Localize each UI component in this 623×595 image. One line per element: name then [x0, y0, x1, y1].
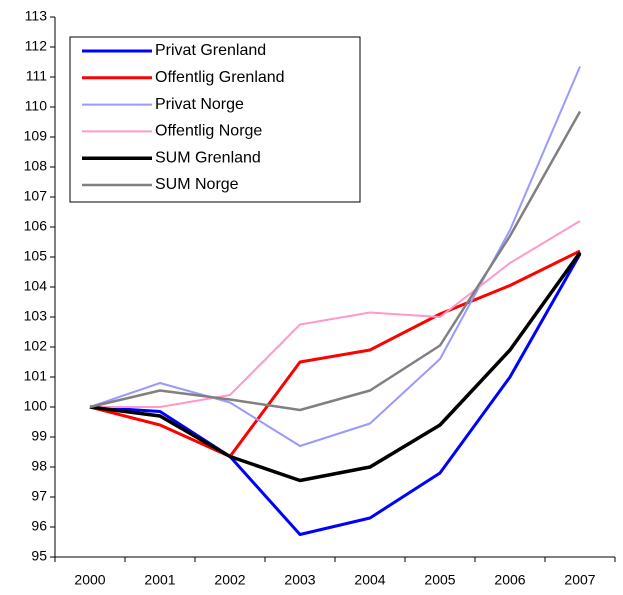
y-tick-label: 98 — [31, 458, 47, 474]
y-tick-label: 102 — [24, 338, 48, 354]
series-line — [89, 66, 581, 447]
y-tick-label: 101 — [24, 368, 48, 384]
y-tick-label: 106 — [24, 218, 48, 234]
series-line — [89, 249, 581, 458]
series-line — [89, 110, 582, 412]
legend-label: SUM Norge — [155, 176, 239, 193]
y-tick-label: 96 — [31, 518, 47, 534]
legend-label: SUM Grenland — [155, 149, 261, 166]
series-line — [89, 251, 582, 483]
legend-label: Privat Norge — [155, 96, 244, 113]
x-tick-label: 2004 — [354, 572, 385, 588]
y-tick-label: 99 — [31, 428, 47, 444]
y-tick-label: 97 — [31, 488, 47, 504]
y-tick-label: 103 — [24, 308, 48, 324]
x-tick-label: 2006 — [494, 572, 525, 588]
y-tick-label: 110 — [25, 98, 48, 114]
x-tick-label: 2003 — [284, 572, 315, 588]
x-tick-label: 2000 — [74, 572, 105, 588]
legend-box — [69, 36, 361, 203]
y-tick-label: 109 — [24, 128, 48, 144]
legend-label: Offentlig Grenland — [155, 69, 285, 86]
y-tick-label: 107 — [24, 188, 48, 204]
y-tick-label: 105 — [24, 248, 48, 264]
y-tick-label: 112 — [25, 38, 48, 54]
x-tick-label: 2007 — [564, 572, 595, 588]
series-line — [90, 220, 581, 408]
x-tick-label: 2005 — [424, 572, 455, 588]
legend-label: Offentlig Norge — [155, 123, 262, 140]
y-tick-label: 111 — [26, 68, 47, 84]
y-tick-label: 108 — [24, 158, 48, 174]
y-tick-label: 104 — [24, 278, 48, 294]
x-tick-label: 2001 — [144, 572, 175, 588]
series-line — [89, 253, 582, 536]
y-tick-label: 113 — [25, 8, 48, 24]
x-tick-label: 2002 — [214, 572, 245, 588]
y-tick-label: 100 — [24, 398, 48, 414]
y-tick-label: 95 — [31, 548, 47, 564]
legend-label: Privat Grenland — [155, 42, 266, 59]
